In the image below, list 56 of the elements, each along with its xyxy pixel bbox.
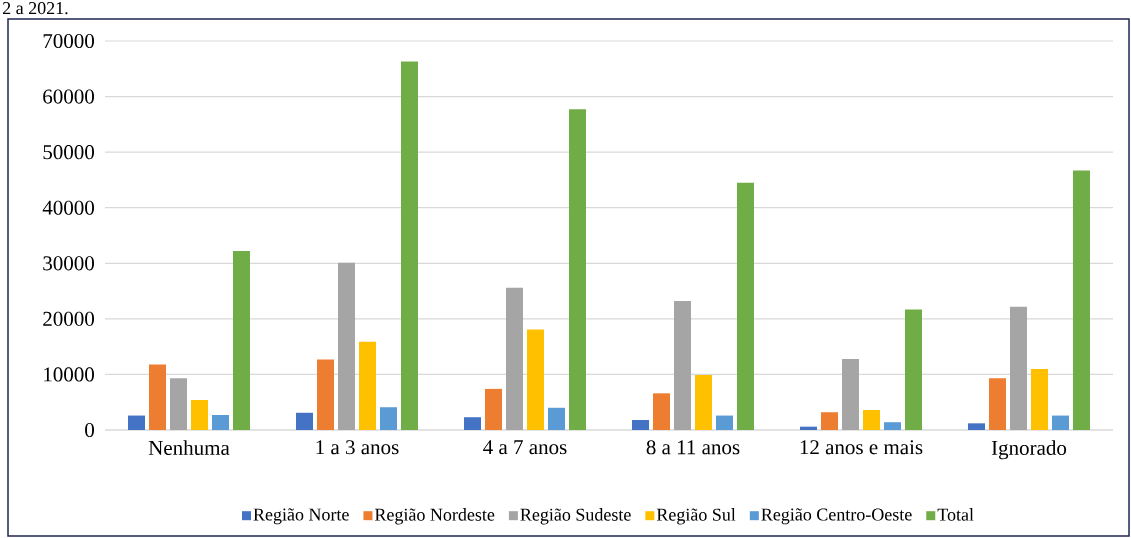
bar bbox=[862, 410, 880, 431]
y-tick-label: 30000 bbox=[43, 256, 95, 271]
bar bbox=[233, 251, 250, 431]
text: 2 a 2021. bbox=[3, 2, 68, 15]
bar bbox=[128, 415, 145, 431]
bar bbox=[338, 262, 355, 431]
legend-label: Região Centro-Oeste bbox=[761, 508, 912, 525]
bar bbox=[380, 407, 397, 431]
bar bbox=[1030, 368, 1048, 431]
legend-label: Região Sudeste bbox=[520, 508, 631, 525]
bar bbox=[631, 420, 649, 431]
bar bbox=[988, 378, 1006, 431]
legend-label: Total bbox=[937, 508, 974, 521]
legend-label: Região Nordeste bbox=[374, 508, 495, 525]
bar bbox=[673, 301, 691, 431]
legend-label: Região Sul bbox=[656, 508, 736, 525]
x-tick-label: 12 anos e mais bbox=[800, 440, 923, 455]
y-tick-label: 70000 bbox=[43, 33, 95, 49]
y-tick-label: 40000 bbox=[42, 200, 95, 215]
x-tick-label: 1 a 3 anos bbox=[316, 440, 399, 455]
bar bbox=[149, 364, 166, 431]
bar bbox=[904, 309, 922, 431]
bar bbox=[569, 109, 586, 431]
bar bbox=[1072, 170, 1090, 431]
bar bbox=[296, 412, 313, 431]
bar bbox=[359, 341, 376, 431]
legend-label: Região Norte bbox=[253, 508, 349, 525]
bar bbox=[652, 393, 670, 431]
bar bbox=[967, 423, 985, 431]
y-tick-label: 20000 bbox=[43, 311, 95, 326]
y-tick-label: 10000 bbox=[44, 367, 95, 382]
y-tick-label: 50000 bbox=[43, 145, 95, 160]
x-tick-label: Ignorado bbox=[991, 440, 1067, 460]
bar bbox=[694, 374, 712, 431]
bar bbox=[170, 378, 187, 431]
bar bbox=[547, 407, 565, 431]
bar bbox=[883, 422, 901, 431]
x-tick-label: Nenhuma bbox=[148, 440, 230, 455]
bar bbox=[820, 412, 838, 431]
y-tick-label: 0 bbox=[85, 422, 95, 438]
bar bbox=[484, 388, 502, 431]
bar bbox=[715, 415, 733, 431]
bar bbox=[401, 61, 418, 431]
x-tick-label: 4 a 7 anos bbox=[483, 440, 567, 455]
bar bbox=[1051, 415, 1069, 431]
bar bbox=[191, 400, 208, 431]
bar bbox=[841, 358, 859, 431]
x-tick-label: 8 a 11 anos bbox=[646, 440, 740, 455]
bar bbox=[1009, 306, 1027, 431]
bar bbox=[526, 329, 544, 431]
bar bbox=[736, 182, 754, 431]
bar bbox=[463, 417, 481, 431]
bar bbox=[212, 415, 229, 431]
y-tick-label: 60000 bbox=[43, 89, 95, 104]
bar bbox=[317, 359, 334, 431]
bar bbox=[505, 287, 523, 431]
